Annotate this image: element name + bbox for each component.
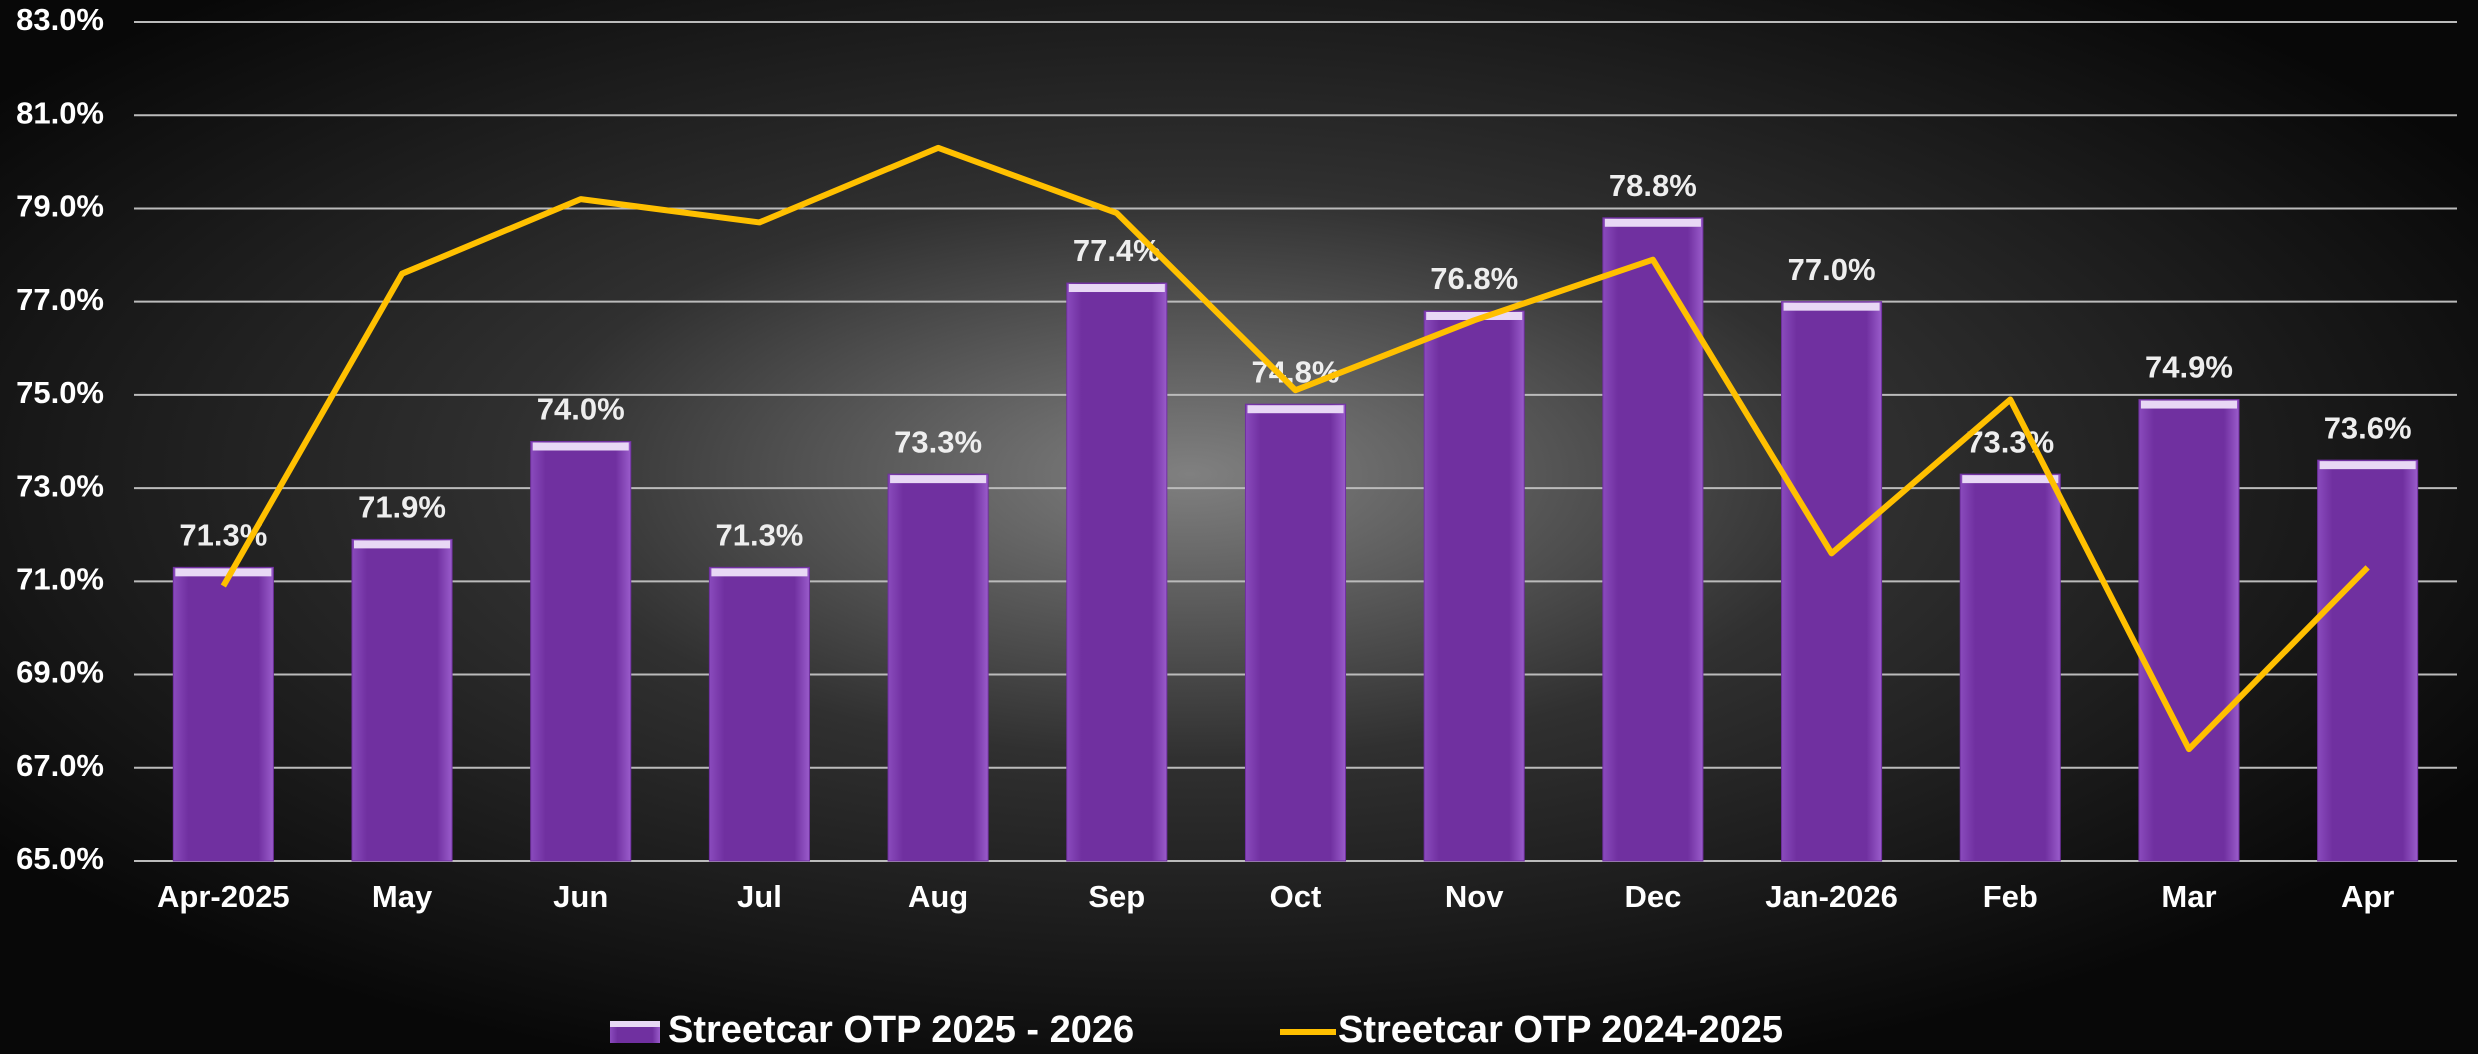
x-tick-label: Apr bbox=[2341, 879, 2394, 914]
data-label: 73.6% bbox=[2324, 410, 2412, 445]
data-label: 71.9% bbox=[358, 490, 446, 525]
y-tick-label: 73.0% bbox=[16, 468, 104, 503]
legend-label: Streetcar OTP 2025 - 2026 bbox=[668, 1009, 1134, 1051]
y-tick-label: 69.0% bbox=[16, 655, 104, 690]
data-label: 74.0% bbox=[537, 392, 625, 427]
data-label: 77.0% bbox=[1788, 252, 1876, 287]
bar bbox=[708, 566, 810, 862]
bar bbox=[1244, 403, 1347, 862]
bar-highlight bbox=[2140, 400, 2237, 409]
bar bbox=[2317, 459, 2419, 862]
bar bbox=[887, 473, 989, 862]
bar-highlight bbox=[1962, 475, 2059, 484]
bar bbox=[172, 566, 274, 862]
bar bbox=[1781, 301, 1883, 862]
bar-highlight bbox=[1068, 284, 1165, 293]
x-tick-label: Jan-2026 bbox=[1765, 879, 1898, 914]
data-label: 78.8% bbox=[1609, 168, 1697, 203]
x-tick-label: Mar bbox=[2161, 879, 2216, 914]
bar bbox=[351, 538, 453, 862]
data-label: 73.3% bbox=[894, 424, 982, 459]
data-label: 77.4% bbox=[1073, 233, 1161, 268]
y-tick-label: 75.0% bbox=[16, 375, 104, 410]
x-tick-label: May bbox=[372, 879, 433, 914]
x-tick-label: Nov bbox=[1445, 879, 1504, 914]
data-label: 76.8% bbox=[1430, 261, 1518, 296]
bar bbox=[1602, 217, 1704, 862]
y-tick-label: 65.0% bbox=[16, 841, 104, 876]
x-tick-label: Oct bbox=[1270, 879, 1322, 914]
legend-swatch-highlight bbox=[610, 1021, 660, 1027]
x-tick-label: Feb bbox=[1983, 879, 2038, 914]
bar bbox=[1959, 473, 2061, 862]
x-tick-label: Jun bbox=[553, 879, 608, 914]
legend-label: Streetcar OTP 2024-2025 bbox=[1338, 1009, 1783, 1051]
data-label: 74.9% bbox=[2145, 350, 2233, 385]
y-tick-label: 67.0% bbox=[16, 748, 104, 783]
bar-highlight bbox=[890, 475, 987, 484]
bar-highlight bbox=[1783, 302, 1880, 311]
bar bbox=[530, 441, 632, 862]
data-label: 71.3% bbox=[715, 518, 803, 553]
bar bbox=[1066, 282, 1168, 862]
y-tick-label: 79.0% bbox=[16, 189, 104, 224]
bar-highlight bbox=[532, 442, 629, 451]
bar-highlight bbox=[175, 568, 272, 577]
bar bbox=[1423, 310, 1525, 862]
bar-highlight bbox=[1426, 311, 1523, 320]
x-tick-label: Apr-2025 bbox=[157, 879, 290, 914]
y-tick-label: 71.0% bbox=[16, 562, 104, 597]
bar-highlight bbox=[2319, 461, 2416, 470]
x-tick-label: Aug bbox=[908, 879, 968, 914]
bar-highlight bbox=[354, 540, 451, 549]
y-tick-label: 83.0% bbox=[16, 2, 104, 37]
x-tick-label: Sep bbox=[1088, 879, 1145, 914]
bar-highlight bbox=[711, 568, 808, 577]
x-tick-label: Jul bbox=[737, 879, 782, 914]
bar-highlight bbox=[1247, 405, 1344, 414]
bar bbox=[2138, 399, 2240, 862]
x-tick-label: Dec bbox=[1624, 879, 1681, 914]
bar-highlight bbox=[1604, 218, 1701, 227]
y-tick-label: 81.0% bbox=[16, 95, 104, 130]
y-tick-label: 77.0% bbox=[16, 282, 104, 317]
line bbox=[220, 144, 2370, 753]
